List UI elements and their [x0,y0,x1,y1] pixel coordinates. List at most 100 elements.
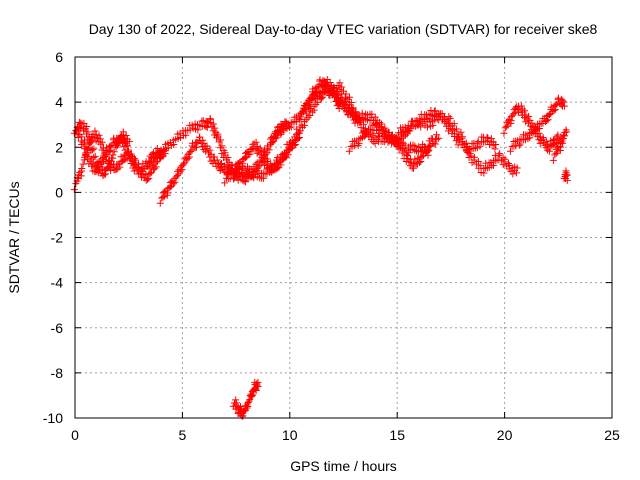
data-point [74,134,82,142]
data-point [267,167,275,175]
data-point [246,150,254,158]
data-point [143,175,151,183]
series-track-16 [560,167,571,184]
series-track-15 [549,126,571,164]
data-point [417,123,425,131]
data-point [158,151,166,159]
data-point [160,192,168,200]
data-point [193,143,201,151]
data-point [98,146,106,154]
data-point [334,94,342,102]
data-point [103,165,111,173]
data-point [90,153,98,161]
data-point [329,83,337,91]
data-point [394,140,402,148]
data-point [344,111,352,119]
y-tick-label: 2 [55,139,63,155]
data-point [277,130,285,138]
data-point [306,101,314,109]
data-point [105,147,113,155]
data-point [504,121,512,129]
data-point [151,164,159,172]
data-point [209,120,217,128]
data-point [93,159,101,167]
data-point [218,142,226,150]
data-point [545,147,553,155]
data-point [554,94,562,102]
data-point [417,157,425,165]
series-track-12 [393,110,521,178]
data-point [99,152,107,160]
data-point [355,139,363,147]
series-track-14 [506,94,568,155]
data-point [245,397,253,405]
data-point [309,95,317,103]
data-point [199,136,207,144]
data-point [107,157,115,165]
tick-labels: 0 5 10 15 20 25 -10 -8 -6 -4 -2 0 2 4 6 [43,49,620,443]
data-point [179,160,187,168]
data-point [409,141,417,149]
data-point [402,151,410,159]
data-point [545,111,553,119]
data-point [152,163,160,171]
data-point [458,133,466,141]
data-point [164,189,172,197]
data-point [256,144,264,152]
data-point [346,93,354,101]
data-point [484,134,492,142]
data-point [291,137,299,145]
data-point [78,167,86,175]
data-point [342,90,350,98]
data-point [323,82,331,90]
data-point [265,146,273,154]
data-point [97,140,105,148]
data-point [429,121,437,129]
data-point [138,167,146,175]
data-point [239,160,247,168]
data-point [161,150,169,158]
data-point [507,117,515,125]
data-point [349,104,357,112]
data-point [550,106,558,114]
data-point [365,130,373,138]
data-point [525,112,533,120]
data-point [403,128,411,136]
data-point [557,143,565,151]
data-point [125,137,133,145]
data-point [291,141,299,149]
data-point [203,142,211,150]
data-point [506,147,514,155]
data-point [359,133,367,141]
data-point [70,186,78,194]
data-point [227,161,235,169]
data-point [159,193,167,201]
data-point [273,154,281,162]
data-point [467,152,475,160]
data-point [130,155,138,163]
data-point [76,168,84,176]
data-point [401,123,409,131]
series-track-17 [229,378,262,420]
data-point [120,156,128,164]
y-tick-label: -4 [51,275,64,291]
data-point [254,382,262,390]
data-points [70,75,571,420]
data-point [347,99,355,107]
data-point [462,139,470,147]
data-point [123,142,131,150]
data-point [272,132,280,140]
data-point [281,152,289,160]
data-point [250,174,258,182]
x-axis-label: GPS time / hours [290,458,397,474]
data-point [169,180,177,188]
data-point [410,164,418,172]
data-point [526,134,534,142]
data-point [415,158,423,166]
data-point [139,167,147,175]
data-point [252,138,260,146]
data-point [371,139,379,147]
data-point [83,123,91,131]
data-point [465,146,473,154]
x-tick-label: 10 [282,427,298,443]
